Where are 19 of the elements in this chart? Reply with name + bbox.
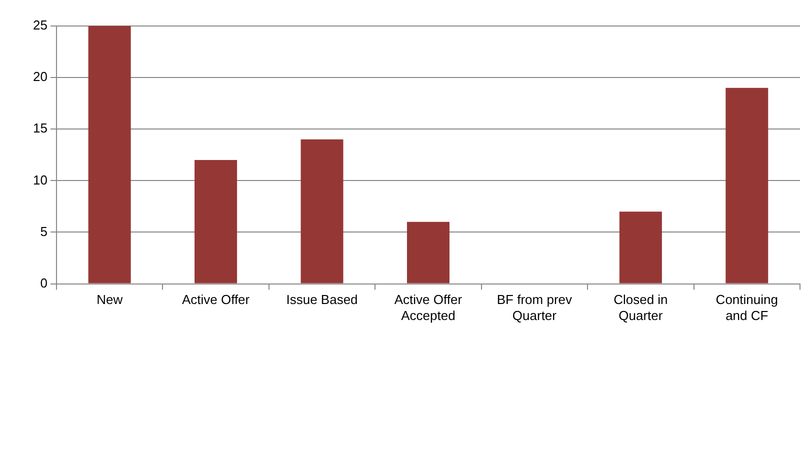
x-tick-label: Closed in Quarter [614,292,668,323]
x-tick-label: Continuing and CF [716,292,778,323]
y-tick-label: 0 [40,275,48,290]
x-tick-label: BF from prev Quarter [496,292,573,323]
x-tick-label: Active Offer [182,292,250,308]
y-tick-label: 10 [32,172,48,188]
bar [300,139,344,284]
y-tick-label: 5 [40,224,48,239]
bar [619,212,662,284]
x-tick-label: Active Offer Accepted [394,292,463,323]
bar [726,88,768,284]
bar [406,222,450,284]
x-tick-label: New [96,292,124,308]
x-tick-label: Issue Based [286,292,358,308]
y-tick-label: 15 [32,120,48,136]
y-tick-label: 20 [32,69,48,84]
bar [88,26,131,284]
bar [194,160,238,284]
y-tick-label: 25 [32,18,48,33]
